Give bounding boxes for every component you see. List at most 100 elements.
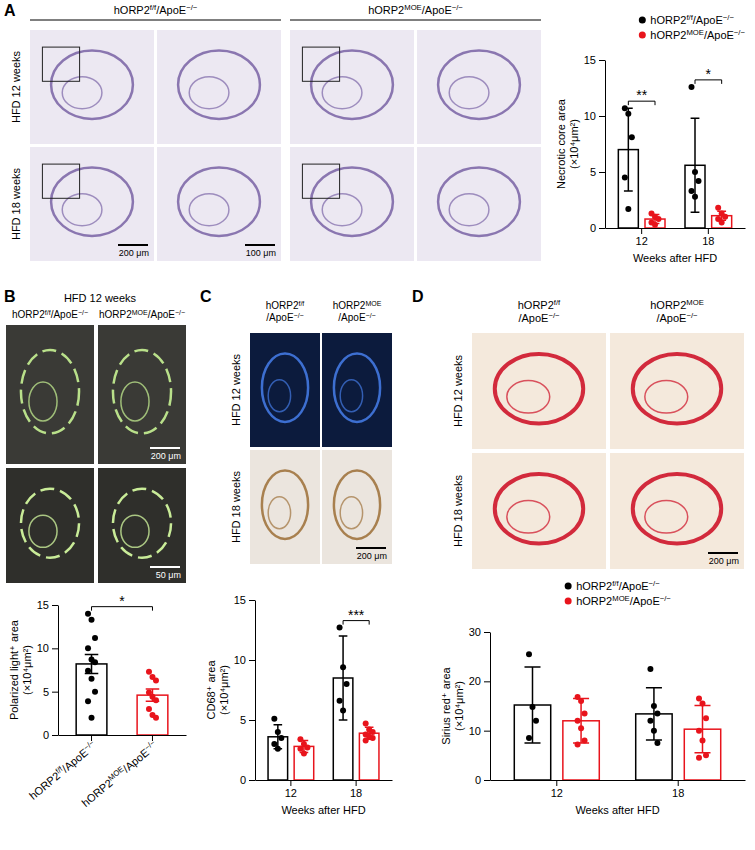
text-part: /ApoE xyxy=(704,29,734,41)
text-part: MOE xyxy=(365,300,381,307)
y-tick: 5 xyxy=(590,166,605,178)
y-tick-label: 0 xyxy=(590,222,596,234)
y-tick-label: 15 xyxy=(37,599,49,611)
error-bar xyxy=(339,636,348,720)
error-bar xyxy=(694,706,710,753)
x-axis: 1218 xyxy=(606,228,746,247)
micrograph-image xyxy=(98,325,186,464)
data-point xyxy=(275,746,281,752)
text-part: hORP2 xyxy=(650,299,686,311)
tissue-outline xyxy=(178,51,260,119)
text-part: −/− xyxy=(660,594,672,603)
data-point xyxy=(278,735,284,741)
data-point xyxy=(715,205,721,211)
text-part: f/f xyxy=(554,298,561,307)
row-label: HFD 12 weeks xyxy=(230,353,242,426)
text-part: −/− xyxy=(186,3,198,12)
y-tick-label: 0 xyxy=(475,774,481,786)
x-tick: hORP2MOE/ApoE−/− xyxy=(78,735,160,809)
data-point xyxy=(696,755,702,761)
text-part: MOE xyxy=(612,594,630,603)
micrograph-panel: C200 μmhORP2f/f/ApoE−/−hORP2MOE/ApoE−/−H… xyxy=(200,288,392,564)
text-part: /ApoE xyxy=(338,312,366,323)
y-tick-mark xyxy=(484,681,490,682)
x-tick-label: 18 xyxy=(702,235,714,247)
micrograph-panel: A200 μm100 μmhORP2f/f/ApoE−/−hORP2MOE/Ap… xyxy=(4,2,541,261)
data-point xyxy=(575,718,581,724)
column-header: hORP2f/f/ApoE−/− xyxy=(266,300,305,323)
y-tick-mark xyxy=(599,60,605,61)
data-point xyxy=(654,710,660,716)
x-axis-title: Weeks after HFD xyxy=(633,252,717,264)
data-point xyxy=(526,735,532,741)
y-tick: 10 xyxy=(37,642,58,654)
header-rule xyxy=(290,20,541,21)
plot-area xyxy=(514,651,720,780)
panel-letter: D xyxy=(412,288,424,305)
y-axis-line xyxy=(58,606,59,736)
data-point xyxy=(271,716,277,722)
legend-marker xyxy=(639,17,646,24)
tissue-outline xyxy=(311,51,393,119)
text-part: hORP2 xyxy=(266,300,299,311)
row-label: HFD 18 weeks xyxy=(452,474,464,547)
y-tick: 10 xyxy=(469,725,490,737)
y-tick-mark xyxy=(52,692,58,693)
legend: hORP2f/f/ApoE−/−hORP2MOE/ApoE−/− xyxy=(565,579,672,608)
error-bar xyxy=(646,688,662,740)
data-point xyxy=(625,111,631,117)
y-tick-mark xyxy=(599,116,605,117)
y-tick-mark xyxy=(484,632,490,633)
data-point xyxy=(370,735,376,741)
tissue-outline xyxy=(311,168,393,236)
bar xyxy=(359,733,379,780)
micrograph: 200 μm xyxy=(610,453,744,569)
data-point xyxy=(651,728,657,734)
bar xyxy=(685,165,705,228)
data-point xyxy=(301,751,307,757)
data-point xyxy=(629,134,635,140)
micrograph xyxy=(250,450,320,564)
micrograph xyxy=(30,30,154,144)
figure: A200 μm100 μmhORP2f/f/ApoE−/−hORP2MOE/Ap… xyxy=(0,0,755,850)
data-point xyxy=(92,635,98,641)
x-axis: 1218 xyxy=(491,780,746,799)
micrograph-image xyxy=(6,325,94,464)
y-tick: 5 xyxy=(240,714,255,726)
text-part: /ApoE xyxy=(156,4,186,16)
data-point xyxy=(530,704,536,710)
micrograph-image xyxy=(472,453,606,569)
y-axis-line xyxy=(255,601,256,781)
data-point xyxy=(337,698,343,704)
text-part: −/− xyxy=(81,737,96,751)
text-part: 12 xyxy=(285,787,297,799)
y-tick-label: 0 xyxy=(240,774,246,786)
data-point xyxy=(656,216,662,222)
chart-panel: 01020301218Sirius red⁺ area(×10⁴μm²)Week… xyxy=(440,579,745,817)
tissue-outline xyxy=(633,354,721,424)
significance-label: * xyxy=(119,593,125,609)
tissue-outline xyxy=(121,382,149,421)
bar xyxy=(563,721,599,780)
scale-bar-label: 50 μm xyxy=(156,570,181,580)
micrograph: 50 μm xyxy=(98,468,186,583)
micrograph xyxy=(6,325,94,464)
text-part: /ApoE xyxy=(518,312,548,324)
text-part: −/− xyxy=(548,310,560,319)
zoom-box xyxy=(42,164,79,198)
y-tick-mark xyxy=(249,660,255,661)
data-point xyxy=(304,745,310,751)
micrograph-image xyxy=(250,450,320,564)
y-axis-title: Polarized light⁺ area(×10⁴μm²) xyxy=(8,619,33,720)
micrograph: 200 μm xyxy=(98,325,186,464)
x-tick-mark xyxy=(708,228,709,234)
data-point xyxy=(89,617,95,623)
data-point xyxy=(271,741,277,747)
tissue-outline xyxy=(495,474,583,544)
micrograph-image xyxy=(6,468,94,583)
y-tick-label: 10 xyxy=(469,725,481,737)
tissue-outline xyxy=(438,51,520,119)
tissue-outline xyxy=(438,168,520,236)
x-axis-line xyxy=(491,780,746,781)
x-tick: 18 xyxy=(672,780,684,799)
